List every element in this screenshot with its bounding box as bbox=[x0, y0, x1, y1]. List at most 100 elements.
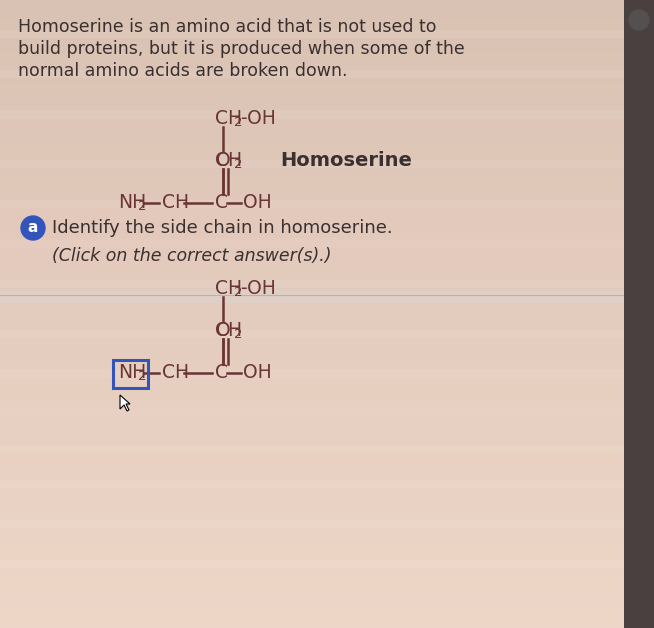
Bar bbox=[0, 398, 654, 399]
Bar bbox=[0, 600, 654, 601]
Text: (Click on the correct answer(s).): (Click on the correct answer(s).) bbox=[52, 247, 332, 265]
Bar bbox=[0, 545, 654, 546]
Bar bbox=[0, 399, 654, 400]
Bar bbox=[0, 312, 654, 313]
Bar bbox=[0, 617, 654, 618]
Bar bbox=[0, 459, 654, 460]
Bar bbox=[0, 582, 654, 583]
Bar bbox=[0, 379, 654, 380]
Bar bbox=[0, 386, 654, 387]
Bar bbox=[0, 463, 654, 464]
Bar bbox=[0, 478, 654, 479]
Bar bbox=[0, 218, 654, 219]
Bar bbox=[0, 65, 654, 66]
Text: NH: NH bbox=[118, 364, 146, 382]
Bar bbox=[0, 531, 654, 532]
Bar bbox=[0, 543, 654, 544]
Bar bbox=[0, 147, 654, 148]
Bar bbox=[0, 241, 654, 242]
Bar bbox=[0, 288, 654, 289]
Bar bbox=[0, 481, 654, 482]
Bar bbox=[0, 33, 654, 34]
Bar bbox=[0, 604, 654, 605]
Bar bbox=[0, 70, 654, 78]
Bar bbox=[0, 483, 654, 484]
Bar bbox=[0, 581, 654, 582]
Bar bbox=[0, 205, 654, 206]
Bar bbox=[0, 359, 654, 360]
Bar bbox=[0, 421, 654, 422]
Text: CH: CH bbox=[215, 109, 242, 127]
Bar bbox=[0, 536, 654, 537]
Bar bbox=[0, 437, 654, 438]
Bar bbox=[0, 143, 654, 144]
Bar bbox=[0, 251, 654, 252]
Bar bbox=[0, 429, 654, 430]
Bar bbox=[0, 364, 654, 365]
Bar bbox=[0, 301, 654, 302]
Bar bbox=[0, 434, 654, 435]
Bar bbox=[0, 343, 654, 344]
Bar bbox=[0, 416, 654, 417]
Bar bbox=[0, 100, 654, 101]
Bar bbox=[0, 443, 654, 444]
Bar bbox=[0, 10, 654, 11]
Bar bbox=[0, 619, 654, 620]
Bar bbox=[0, 453, 654, 454]
Bar bbox=[0, 42, 654, 43]
Bar bbox=[0, 356, 654, 357]
Bar bbox=[0, 353, 654, 354]
Bar bbox=[0, 611, 654, 612]
Bar bbox=[0, 366, 654, 367]
Bar bbox=[0, 608, 654, 609]
Bar bbox=[0, 123, 654, 124]
Bar bbox=[0, 220, 654, 221]
Bar bbox=[0, 376, 654, 377]
Bar bbox=[0, 120, 654, 121]
Bar bbox=[0, 99, 654, 100]
Text: 2: 2 bbox=[138, 200, 146, 214]
Bar bbox=[0, 362, 654, 363]
Bar bbox=[0, 63, 654, 64]
Bar bbox=[0, 300, 654, 301]
Bar bbox=[0, 2, 654, 3]
Bar bbox=[0, 137, 654, 138]
Bar bbox=[0, 360, 654, 361]
Bar bbox=[0, 557, 654, 558]
Bar bbox=[0, 36, 654, 37]
Bar bbox=[0, 210, 654, 211]
Bar bbox=[0, 71, 654, 72]
Bar bbox=[0, 323, 654, 324]
Bar bbox=[0, 335, 654, 336]
Bar bbox=[0, 213, 654, 214]
Bar bbox=[0, 320, 654, 321]
Bar bbox=[0, 172, 654, 173]
Bar bbox=[0, 46, 654, 47]
Bar bbox=[0, 8, 654, 9]
Bar bbox=[0, 96, 654, 97]
Bar bbox=[0, 89, 654, 90]
Bar bbox=[0, 448, 654, 449]
Bar bbox=[0, 410, 654, 418]
Bar bbox=[0, 146, 654, 147]
Bar bbox=[0, 125, 654, 126]
Bar bbox=[0, 405, 654, 406]
Bar bbox=[0, 84, 654, 85]
Bar bbox=[0, 174, 654, 175]
Bar bbox=[0, 68, 654, 69]
Bar bbox=[0, 247, 654, 248]
Bar bbox=[0, 436, 654, 437]
Bar bbox=[0, 40, 654, 41]
Bar bbox=[0, 185, 654, 186]
Bar bbox=[0, 535, 654, 536]
Bar bbox=[0, 223, 654, 224]
Bar bbox=[0, 230, 654, 231]
Bar bbox=[0, 450, 654, 451]
Bar bbox=[0, 541, 654, 542]
Bar bbox=[0, 512, 654, 513]
Bar bbox=[0, 282, 654, 283]
Bar bbox=[0, 122, 654, 123]
Bar bbox=[0, 518, 654, 519]
Bar bbox=[0, 468, 654, 469]
Bar bbox=[0, 51, 654, 52]
